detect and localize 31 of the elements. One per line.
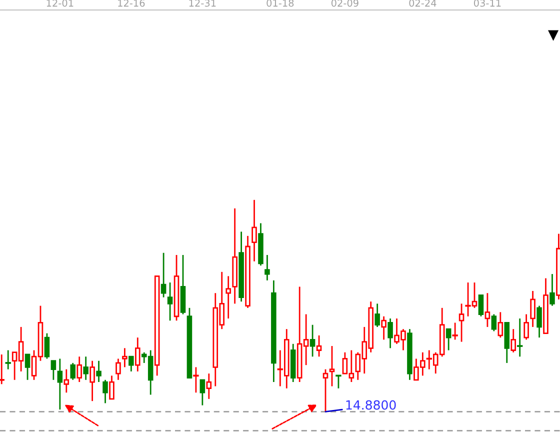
- candlestick: [90, 360, 95, 402]
- candlestick: [226, 275, 231, 320]
- candlestick: [206, 372, 212, 400]
- candlestick: [530, 290, 536, 328]
- candlestick: [543, 278, 548, 334]
- candlestick: [167, 282, 173, 322]
- annotation: 14.8800: [346, 400, 396, 410]
- candlestick: [50, 360, 56, 381]
- candlestick: [232, 208, 238, 304]
- candlestick: [24, 354, 30, 381]
- candlestick: [310, 324, 316, 358]
- candlestick: [135, 336, 140, 372]
- candlestick: [109, 374, 114, 400]
- candlestick: [116, 358, 121, 381]
- candlestick: [83, 356, 88, 381]
- candlestick: [128, 356, 134, 372]
- candlestick: [458, 302, 464, 342]
- candlestick: [252, 199, 257, 262]
- candlestick: [200, 379, 206, 406]
- candlestick: [264, 254, 270, 282]
- candlestick: [57, 358, 63, 410]
- candlestick: [122, 347, 128, 368]
- candlestick: [271, 280, 276, 383]
- candlestick: [329, 345, 335, 387]
- candlestick: [5, 350, 11, 370]
- candlestick: [96, 360, 102, 383]
- candlestick: [64, 368, 70, 394]
- candlestick: [336, 374, 342, 390]
- candlestick: [154, 275, 160, 376]
- candlestick: [446, 328, 452, 351]
- candlestick: [504, 322, 510, 364]
